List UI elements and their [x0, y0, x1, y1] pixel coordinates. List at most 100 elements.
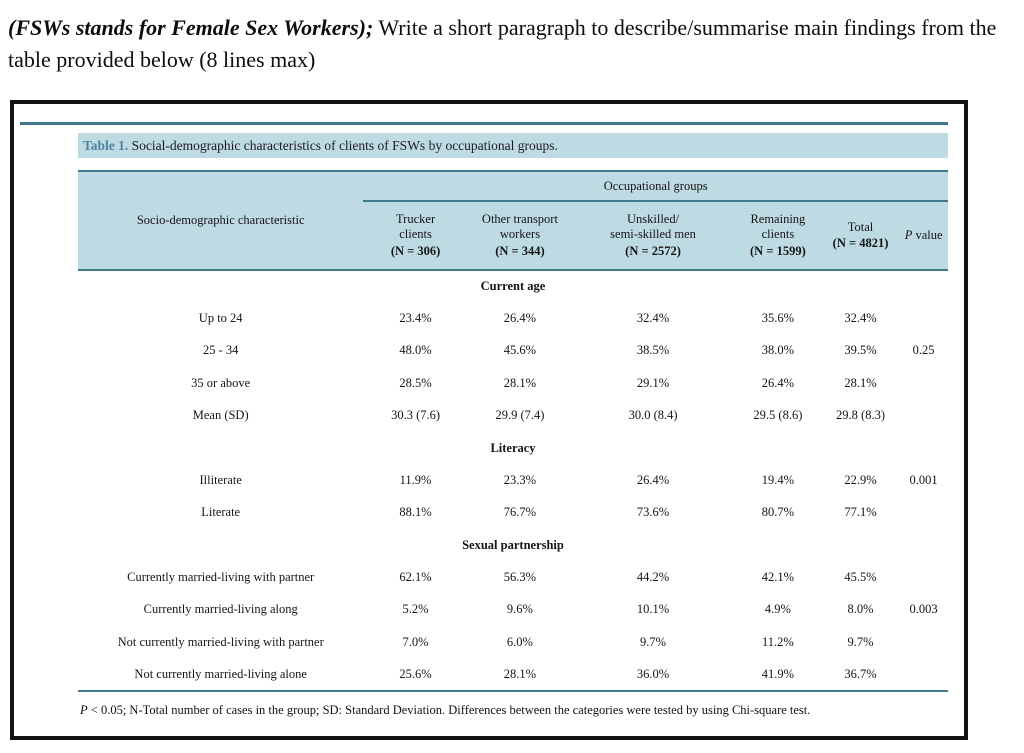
cell: 28.1%	[503, 375, 537, 390]
cell: 22.9%	[844, 472, 877, 487]
cell: 19.4%	[761, 472, 795, 487]
cell: 88.1%	[399, 505, 432, 520]
row-label: 25 - 34	[202, 343, 239, 358]
table-row: Current age	[78, 270, 948, 302]
footnote-p: P	[80, 703, 88, 717]
column-header: Unskilled/ semi-skilled men (N = 2572)	[572, 201, 734, 271]
row-label: Not currently married-living alone	[78, 658, 364, 692]
table-row: Illiterate 11.9% 23.3% 26.4% 19.4% 22.9%…	[78, 464, 948, 497]
cell	[899, 497, 948, 530]
cell: 30.3 (7.6)	[391, 408, 441, 423]
cell: 6.0%	[506, 634, 533, 649]
section-title: Literacy	[490, 440, 536, 455]
table-row: Up to 24 23.4% 26.4% 32.4% 35.6% 32.4%	[78, 302, 948, 335]
row-label: 35 or above	[191, 375, 251, 390]
row-label: Currently married-living along	[143, 602, 298, 617]
cell: 11.9%	[399, 472, 432, 487]
cell: 77.1%	[844, 505, 877, 520]
cell: 0.001	[909, 472, 938, 487]
row-label: Not currently married-living with partne…	[117, 634, 324, 649]
cell: 35.6%	[761, 310, 795, 325]
row-label: Literate	[201, 505, 241, 520]
cell: 62.1%	[399, 569, 432, 584]
cell: 38.5%	[636, 343, 670, 358]
cell: 29.8 (8.3)	[836, 408, 885, 423]
instruction-text: (FSWs stands for Female Sex Workers); Wr…	[8, 12, 1020, 76]
row-label: Up to 24	[198, 310, 243, 325]
column-header: Remaining clients (N = 1599)	[733, 201, 822, 271]
cell: 26.4%	[636, 472, 670, 487]
cell: 30.0 (8.4)	[628, 408, 678, 423]
row-header-cell: Socio-demographic characteristic	[78, 171, 364, 271]
table-row: 25 - 34 48.0% 45.6% 38.5% 38.0% 39.5% 0.…	[78, 335, 948, 368]
row-label: Mean (SD)	[192, 408, 249, 423]
top-rule	[20, 122, 948, 125]
caption-text: Social-demographic characteristics of cl…	[128, 138, 558, 153]
row-label: Illiterate	[199, 472, 242, 487]
cell: 7.0%	[402, 634, 429, 649]
cell: 39.5%	[844, 343, 877, 358]
cell: 8.0%	[847, 602, 874, 617]
table-footnote: P < 0.05; N-Total number of cases in the…	[80, 703, 948, 718]
cell	[899, 658, 948, 692]
cell: 76.7%	[503, 505, 537, 520]
column-header: Other transport workers (N = 344)	[467, 201, 573, 271]
cell: 25.6%	[363, 658, 468, 692]
table-row: Currently married-living with partner 62…	[78, 561, 948, 594]
cell: 0.25	[912, 343, 935, 358]
cell: 9.7%	[640, 634, 667, 649]
cell	[899, 626, 948, 659]
table-caption: Table 1. Social-demographic characterist…	[78, 133, 948, 158]
cell: 10.1%	[636, 602, 670, 617]
cell: 26.4%	[761, 375, 795, 390]
instruction-emphasis: (FSWs stands for Female Sex Workers);	[8, 15, 374, 40]
cell: 29.9 (7.4)	[495, 408, 545, 423]
cell: 32.4%	[636, 310, 670, 325]
cell: 42.1%	[761, 569, 795, 584]
table-row: Socio-demographic characteristic Occupat…	[78, 171, 948, 271]
section-title: Sexual partnership	[462, 537, 564, 552]
cell: 36.0%	[572, 658, 734, 692]
instruction-body: Write a short paragraph to describe/summ…	[8, 15, 997, 72]
table-frame: Table 1. Social-demographic characterist…	[10, 100, 968, 740]
column-header: Trucker clients (N = 306)	[363, 201, 468, 271]
cell: 23.4%	[399, 310, 432, 325]
table-row: Mean (SD) 30.3 (7.6) 29.9 (7.4) 30.0 (8.…	[78, 400, 948, 433]
cell: 32.4%	[844, 310, 877, 325]
cell: 9.7%	[847, 634, 874, 649]
cell: 45.6%	[503, 343, 537, 358]
cell: 9.6%	[506, 602, 533, 617]
section-title: Current age	[480, 279, 546, 293]
table-row: Literate 88.1% 76.7% 73.6% 80.7% 77.1%	[78, 497, 948, 530]
cell: 11.2%	[761, 634, 794, 649]
data-table: Socio-demographic characteristic Occupat…	[78, 170, 948, 692]
table-row: Currently married-living along 5.2% 9.6%…	[78, 594, 948, 627]
cell: 29.5 (8.6)	[753, 408, 803, 423]
table-row: 35 or above 28.5% 28.1% 29.1% 26.4% 28.1…	[78, 367, 948, 400]
cell: 28.1%	[844, 375, 877, 390]
cell: 44.2%	[636, 569, 670, 584]
cell: 28.1%	[467, 658, 573, 692]
cell: 5.2%	[402, 602, 429, 617]
cell	[899, 400, 948, 433]
cell: 48.0%	[399, 343, 432, 358]
data-table-wrapper: Socio-demographic characteristic Occupat…	[78, 170, 948, 692]
cell: 29.1%	[636, 375, 670, 390]
cell: 23.3%	[503, 472, 537, 487]
column-header: P value	[899, 201, 948, 271]
column-header: Total (N = 4821)	[821, 201, 900, 271]
cell	[899, 561, 948, 594]
cell: 45.5%	[844, 569, 877, 584]
group-header-cell: Occupational groups	[363, 171, 948, 202]
cell: 0.003	[909, 602, 938, 617]
cell: 28.5%	[399, 375, 432, 390]
cell	[899, 302, 948, 335]
cell: 4.9%	[764, 602, 791, 617]
table-row: Sexual partnership	[78, 529, 948, 561]
row-label: Currently married-living with partner	[127, 569, 315, 584]
cell: 38.0%	[761, 343, 795, 358]
cell: 26.4%	[503, 310, 537, 325]
cell: 36.7%	[821, 658, 900, 692]
footnote-text: < 0.05; N-Total number of cases in the g…	[87, 703, 811, 717]
table-row: Literacy	[78, 432, 948, 464]
